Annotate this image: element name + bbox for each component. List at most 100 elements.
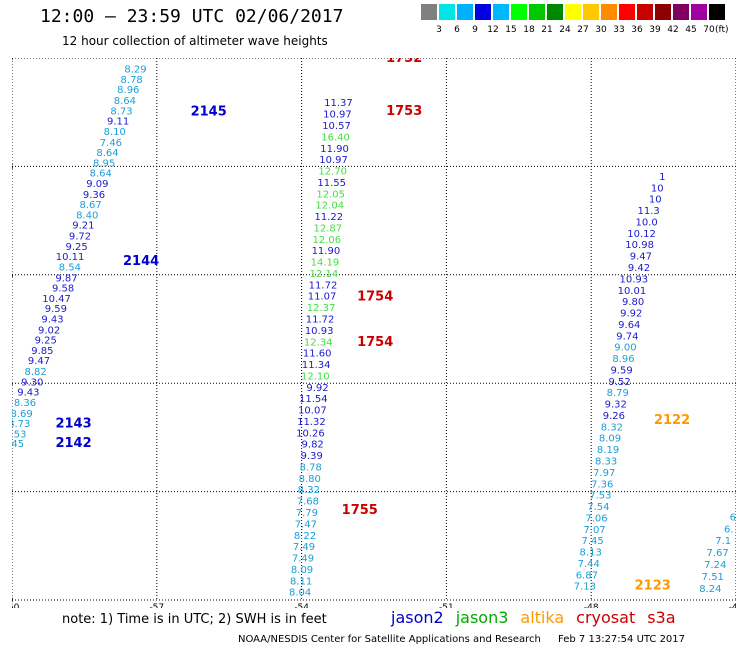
wave-height-value: 7.49: [292, 554, 314, 565]
credit-text: NOAA/NESDIS Center for Satellite Applica…: [238, 634, 541, 645]
wave-height-value: 8.45: [12, 439, 24, 450]
wave-height-value: 9.47: [630, 252, 652, 263]
wave-height-value: 9.36: [83, 190, 105, 201]
wave-height-value: 12.37: [307, 303, 336, 314]
wave-height-value: 9.26: [603, 411, 625, 422]
wave-height-value: 8.32: [601, 422, 623, 433]
wave-height-value: 12.70: [318, 167, 347, 178]
pass-number-label: 2142: [55, 436, 91, 451]
satellite-name: jason2: [391, 608, 444, 627]
wave-height-value: 6.87: [576, 570, 598, 581]
wave-height-value: 8.73: [110, 106, 132, 117]
legend-swatch: [583, 4, 599, 20]
wave-height-value: 7.36: [591, 479, 613, 490]
legend-swatch: [529, 4, 545, 20]
wave-height-value: 11.90: [312, 246, 341, 257]
satellite-name: altika: [520, 608, 565, 627]
wave-height-value: 7.45: [581, 536, 603, 547]
legend-label: 33: [613, 25, 625, 35]
y-tick-label: 20: [12, 596, 14, 606]
legend-swatch: [493, 4, 509, 20]
wave-height-value: 10.0: [636, 217, 658, 228]
legend-label: 30: [595, 25, 607, 35]
wave-height-value: 9.39: [301, 451, 323, 462]
legend-label: 15: [505, 25, 517, 35]
satellite-name: jason3: [455, 608, 509, 627]
wave-height-value: 9.64: [618, 320, 640, 331]
wave-height-value: 12.10: [301, 371, 330, 382]
pass-number-label: 2122: [654, 413, 690, 428]
wave-height-value: 8.33: [595, 457, 617, 468]
wave-height-value: 7.97: [593, 468, 615, 479]
wave-height-value: 9.47: [28, 356, 50, 367]
wave-height-value: 9.58: [52, 284, 74, 295]
page-subtitle: 12 hour collection of altimeter wave hei…: [62, 34, 328, 48]
wave-height-value: 7.79: [296, 508, 318, 519]
wave-height-value: 7.51: [702, 572, 724, 583]
wave-height-value: 8.67: [80, 200, 102, 211]
wave-height-value: 12.87: [314, 223, 343, 234]
legend-label: 3: [436, 25, 442, 35]
pass-number-label: 1755: [342, 503, 378, 518]
timestamp: Feb 7 13:27:54 UTC 2017: [558, 634, 686, 645]
pass-number-label: 2143: [55, 417, 91, 432]
pass-number-label: 2144: [123, 254, 159, 269]
legend-swatch: [601, 4, 617, 20]
y-tick-label: 22: [12, 488, 13, 498]
wave-height-value: 8.79: [607, 388, 629, 399]
wave-height-value: 7.49: [293, 542, 315, 553]
satellite-tracks: 8.458.538.738.698.369.439.308.829.479.85…: [12, 58, 736, 599]
pass-number-label: 1752: [386, 58, 422, 66]
wave-height-value: 8.64: [90, 169, 112, 180]
map-grid: [12, 58, 736, 601]
wave-height-value: 12.14: [310, 269, 339, 280]
wave-height-value: 1: [659, 172, 665, 183]
wave-height-value: 8.24: [699, 584, 721, 595]
legend-swatch: [457, 4, 473, 20]
track-edge: 8.247.517.247.677.16.6: [699, 512, 736, 595]
y-tick-label: 24: [12, 379, 14, 389]
wave-height-value: 8.29: [124, 65, 146, 76]
wave-height-value: 11.54: [299, 394, 328, 405]
legend-unit: (ft): [715, 25, 729, 35]
legend-swatch: [565, 4, 581, 20]
y-tick-label: 26: [12, 271, 14, 281]
y-tick-label: 30: [12, 58, 14, 64]
wave-height-value: 8.09: [291, 565, 313, 576]
wave-height-value: 10.01: [618, 286, 647, 297]
legend-swatch: [637, 4, 653, 20]
legend-label: 12: [487, 25, 499, 35]
wave-height-value: 11.3: [637, 206, 659, 217]
wave-height-value: 9.30: [21, 377, 43, 388]
legend-swatch: [709, 4, 725, 20]
wave-height-value: 10: [651, 183, 664, 194]
wave-height-value: 9.92: [620, 309, 642, 320]
wave-height-value: 8.78: [300, 462, 322, 473]
wave-height-value: 9.87: [55, 273, 77, 284]
wave-height-value: 11.34: [302, 360, 331, 371]
satellite-name: cryosat: [576, 608, 636, 627]
wave-height-value: 7.07: [583, 525, 605, 536]
wave-height-value: 9.09: [86, 179, 108, 190]
satellite-legend: jason2 jason3 altika cryosat s3a: [391, 608, 688, 627]
wave-height-value: 6: [730, 512, 736, 523]
wave-height-value: 10.26: [296, 428, 325, 439]
wave-height-value: 11.37: [324, 98, 353, 109]
wave-height-value: 10.57: [322, 121, 351, 132]
wave-height-value: 12.04: [315, 201, 344, 212]
wave-height-value: 8.53: [12, 429, 26, 440]
legend-label: 24: [559, 25, 571, 35]
track-2142-2145: 8.458.538.738.698.369.439.308.829.479.85…: [12, 65, 227, 452]
legend-label: 45: [685, 25, 697, 35]
wave-height-value: 11.72: [306, 314, 335, 325]
x-tick-label: -60: [12, 603, 20, 608]
wave-height-value: 8.19: [597, 445, 619, 456]
wave-height-value: 11.32: [297, 417, 326, 428]
wave-height-value: 9.59: [45, 304, 67, 315]
wave-height-value: 7.06: [585, 513, 607, 524]
wave-height-value: 16.40: [321, 132, 350, 143]
legend-label: 9: [472, 25, 478, 35]
legend-label: 18: [523, 25, 535, 35]
wave-height-value: 9.00: [614, 343, 636, 354]
legend-swatch: [691, 4, 707, 20]
